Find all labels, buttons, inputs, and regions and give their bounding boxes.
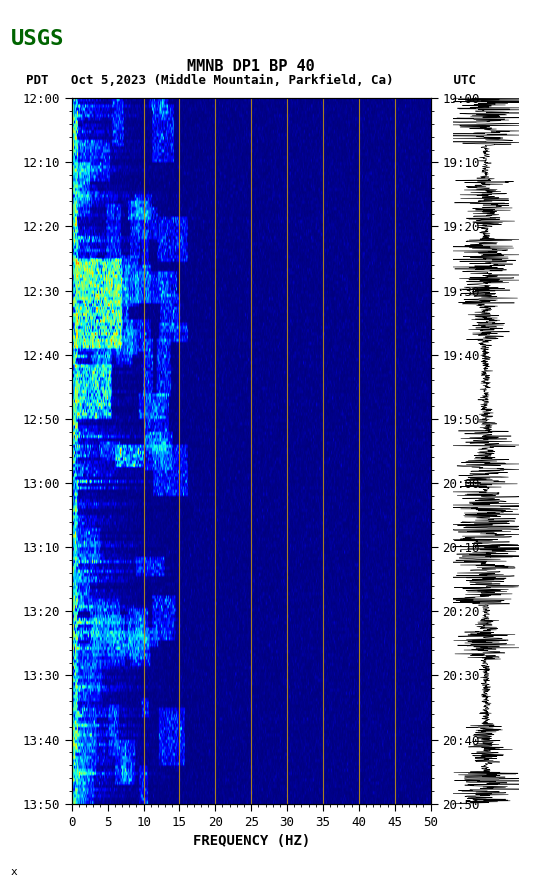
Text: x: x (11, 867, 18, 877)
Text: MMNB DP1 BP 40: MMNB DP1 BP 40 (187, 60, 315, 74)
X-axis label: FREQUENCY (HZ): FREQUENCY (HZ) (193, 834, 310, 848)
Text: USGS: USGS (11, 29, 65, 48)
Text: PDT   Oct 5,2023 (Middle Mountain, Parkfield, Ca)        UTC: PDT Oct 5,2023 (Middle Mountain, Parkfie… (26, 74, 476, 87)
